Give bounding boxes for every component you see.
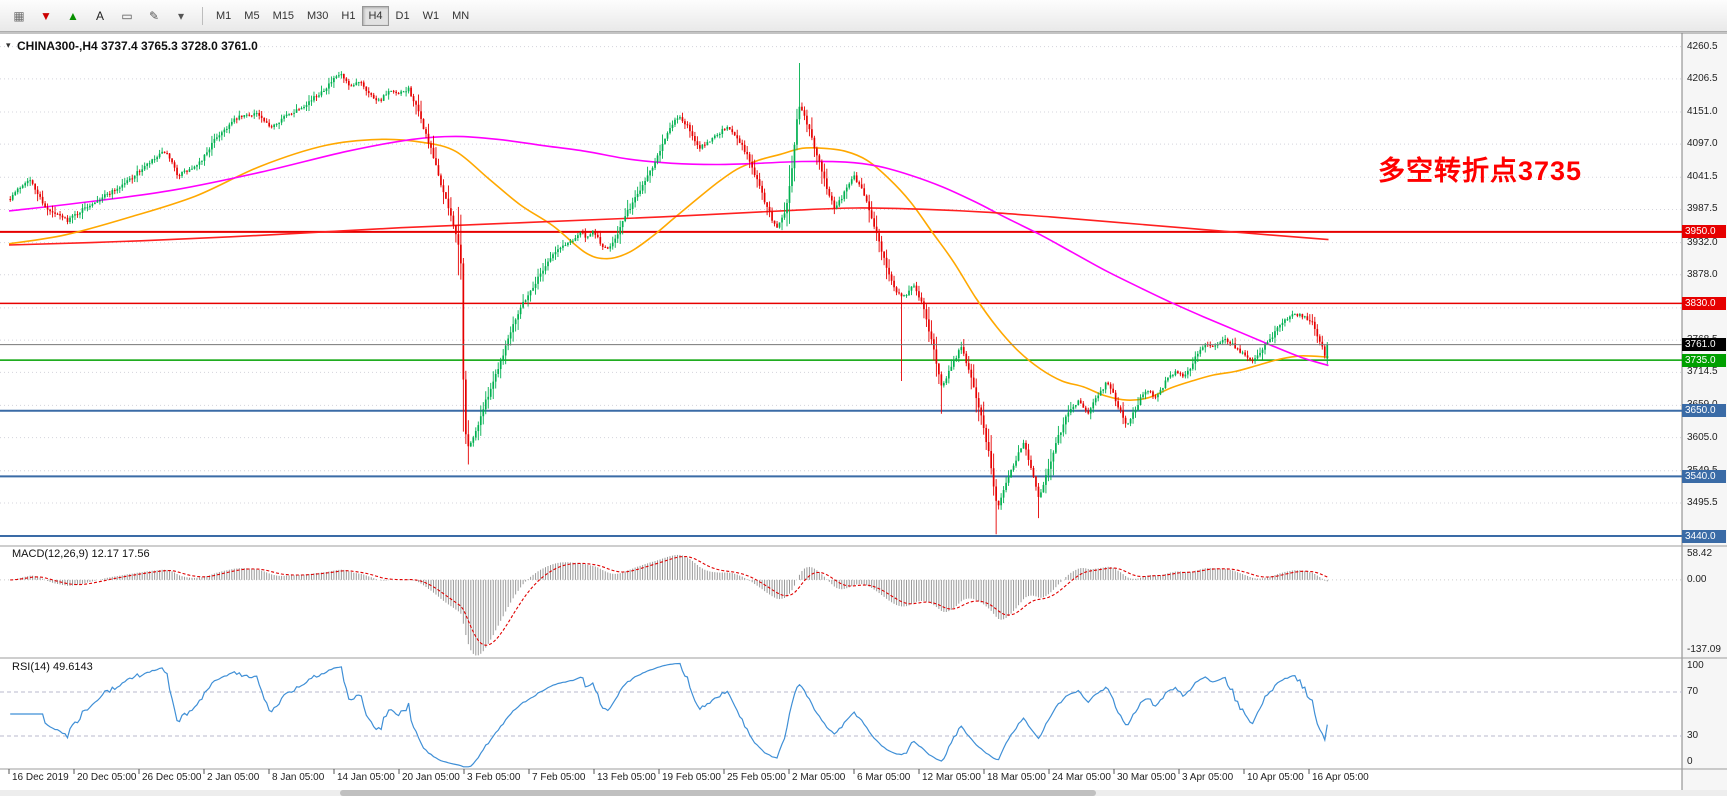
time-axis-label: 18 Mar 05:00 [987,772,1046,783]
time-axis-label: 7 Feb 05:00 [532,772,586,783]
time-axis-label: 24 Mar 05:00 [1052,772,1111,783]
toolbar: ▦ ▼ ▲ A ▭ ✎ ▾ M1 M5 M15 M30 H1 H4 D1 W1 MN [0,0,1727,32]
ma-slow [8,207,1329,246]
price-axis-label: 4206.5 [1687,72,1718,84]
timeframe-button-m5[interactable]: M5 [244,9,260,22]
price-axis-label: 4041.5 [1687,171,1718,183]
toolbar-separator [202,6,203,25]
chart-collapse-icon[interactable]: ▾ [6,40,11,50]
time-axis-label: 20 Jan 05:00 [402,772,460,783]
toolbar-icons: ▦ ▼ ▲ A ▭ ✎ ▾ [6,4,195,28]
sell-arrow-icon[interactable]: ▼ [40,8,52,23]
price-axis-label: 4097.0 [1687,138,1718,150]
timeframe-button-m30[interactable]: M30 [306,9,329,22]
horizontal-lines [0,230,1682,538]
draw-tools-icon[interactable]: ✎ [148,8,160,23]
time-axis-label: 14 Jan 05:00 [337,772,395,783]
price-badge: 3650.0 [1682,404,1726,418]
timeframe-button-w1[interactable]: W1 [422,9,440,22]
price-axis-label: 4260.5 [1687,40,1718,52]
time-axis-label: 10 Apr 05:00 [1247,772,1304,783]
indicator-axis-label: 0.00 [1687,573,1707,585]
horizontal-scrollbar-thumb[interactable] [340,790,1096,796]
chart-background [0,33,1727,796]
time-axis-label: 16 Dec 2019 [12,772,69,783]
chart-title: CHINA300-,H4 3737.4 3765.3 3728.0 3761.0 [17,39,258,53]
timeframe-button-mn[interactable]: MN [452,9,470,22]
time-axis-label: 8 Jan 05:00 [272,772,325,783]
time-axis-label: 3 Apr 05:00 [1182,772,1234,783]
price-badge: 3540.0 [1682,469,1726,483]
candles [9,63,1329,535]
price-axis-label: 3605.0 [1687,431,1718,443]
price-badge: 3735.0 [1682,353,1726,367]
time-axis-label: 12 Mar 05:00 [922,772,981,783]
macd-histogram [14,554,1328,656]
indicator-axis-label: -137.09 [1687,644,1721,655]
time-axis-label: 30 Mar 05:00 [1117,772,1176,783]
time-axis-label: 6 Mar 05:00 [857,772,911,783]
macd-indicator-label: MACD(12,26,9) 12.17 17.56 [12,548,150,560]
price-badge: 3950.0 [1682,225,1726,239]
indicator-axis-label: 70 [1687,686,1699,697]
shapes-icon[interactable]: ▭ [121,8,133,23]
ma-medium [8,135,1329,367]
price-axis-label: 3987.5 [1687,203,1718,215]
price-badge: 3440.0 [1682,529,1726,543]
annotation-text: 多空转折点3735 [1378,156,1583,186]
price-badge: 3830.0 [1682,296,1726,310]
buy-arrow-icon[interactable]: ▲ [67,8,79,23]
time-axis-label: 20 Dec 05:00 [77,772,137,783]
price-axis-label: 3714.5 [1687,366,1718,378]
horizontal-scrollbar[interactable] [0,790,1727,796]
time-axis-label: 26 Dec 05:00 [142,772,202,783]
timeframe-button-d1[interactable]: D1 [395,9,410,22]
text-label-icon[interactable]: A [95,8,104,23]
time-axis-label: 19 Feb 05:00 [662,772,721,783]
time-axis-label: 16 Apr 05:00 [1312,772,1369,783]
time-axis-label: 2 Mar 05:00 [792,772,846,783]
price-axis-label: 3932.0 [1687,236,1718,248]
indicator-axis-label: 0 [1687,756,1693,767]
price-axis-label: 3878.0 [1687,268,1718,280]
rsi-line [10,662,1328,768]
dropdown-caret-icon[interactable]: ▾ [177,8,185,23]
rsi-indicator-label: RSI(14) 49.6143 [12,661,93,673]
timeframe-button-m1[interactable]: M1 [216,9,232,22]
time-axis-label: 2 Jan 05:00 [207,772,260,783]
price-axis-label: 3495.5 [1687,496,1718,508]
timeframe-button-h4[interactable]: H4 [362,5,389,26]
grid-icon[interactable]: ▦ [13,8,25,23]
time-axis-label: 3 Feb 05:00 [467,772,521,783]
time-axis-label: 13 Feb 05:00 [597,772,656,783]
price-badge: 3761.0 [1682,338,1726,352]
timeframe-switcher: M1 M5 M15 M30 H1 H4 D1 W1 MN [210,5,476,26]
time-axis-label: 25 Feb 05:00 [727,772,786,783]
timeframe-button-m15[interactable]: M15 [272,9,294,22]
indicator-axis-label: 30 [1687,730,1699,741]
indicator-axis-label: 58.42 [1687,548,1713,559]
price-grid [0,46,1682,537]
timeframe-button-h1[interactable]: H1 [341,9,356,22]
price-axis-label: 4151.0 [1687,105,1718,117]
indicator-axis-label: 100 [1687,660,1704,671]
